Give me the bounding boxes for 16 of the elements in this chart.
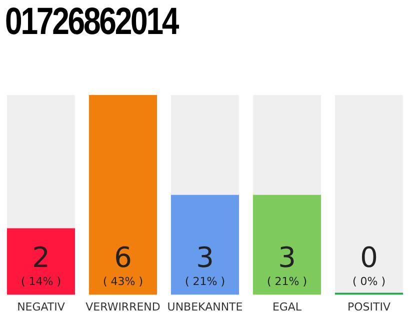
x-tick-label: UNBEKANNTE	[167, 300, 243, 314]
annotation: ( 43% )	[102, 274, 144, 288]
annotation: ( 0% )	[352, 274, 386, 288]
x-tick-label: NEGATIV	[17, 300, 66, 314]
chart-title: 01726862014	[5, 0, 178, 44]
annotation: ( 21% )	[266, 274, 308, 288]
data-label: 2	[32, 240, 50, 274]
x-tick-label: VERWIRREND	[86, 300, 160, 314]
x-tick-label: EGAL	[272, 300, 302, 314]
annotation: ( 21% )	[184, 274, 226, 288]
data-label: 3	[196, 240, 214, 274]
data-label: 3	[278, 240, 296, 274]
annotation: ( 14% )	[20, 274, 62, 288]
data-label: 6	[114, 240, 132, 274]
data-label: 0	[360, 240, 378, 274]
x-tick-label: POSITIV	[347, 300, 391, 314]
